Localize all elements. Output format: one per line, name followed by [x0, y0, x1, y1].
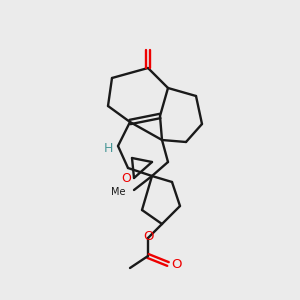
Text: O: O [171, 257, 181, 271]
Text: O: O [121, 172, 131, 184]
Text: Me: Me [110, 187, 125, 197]
Text: O: O [143, 230, 153, 244]
Text: H: H [103, 142, 113, 154]
